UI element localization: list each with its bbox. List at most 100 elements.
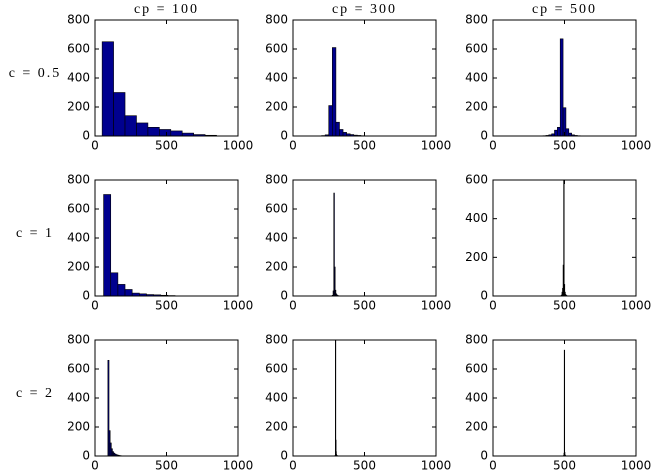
bar <box>562 107 567 136</box>
x-tick-label: 0 <box>489 139 497 153</box>
x-tick-label: 1000 <box>621 139 652 153</box>
x-tick-label: 1000 <box>223 139 254 153</box>
axes-frame <box>94 339 239 457</box>
bar <box>170 130 183 136</box>
y-tick-label: 200 <box>465 250 488 264</box>
bar <box>136 122 149 136</box>
bar <box>124 115 137 136</box>
x-tick-label: 1000 <box>621 299 652 313</box>
bar <box>101 41 114 136</box>
x-tick-label: 0 <box>289 459 297 473</box>
bar <box>557 127 561 136</box>
bar <box>159 129 172 136</box>
subplot: 0 500 1000 0 200 400 600 800 cp = 100 c = 0.5 <box>9 2 254 152</box>
bar <box>335 340 337 456</box>
y-tick-label: 0 <box>82 129 90 143</box>
y-tick-label: 600 <box>465 173 488 187</box>
y-tick-label: 800 <box>265 333 288 347</box>
bar <box>147 127 160 136</box>
x-tick-label: 500 <box>353 299 376 313</box>
y-tick-label: 800 <box>67 13 90 27</box>
subplot: 0 500 1000 0 200 400 600 800 <box>265 333 451 473</box>
y-tick-label: 0 <box>280 129 288 143</box>
y-tick-label: 200 <box>67 420 90 434</box>
y-tick-label: 0 <box>82 449 90 463</box>
y-tick-label: 800 <box>465 333 488 347</box>
axes-frame <box>292 19 437 137</box>
bar <box>103 194 112 296</box>
row-label: c = 1 <box>16 226 54 241</box>
y-tick-label: 200 <box>265 420 288 434</box>
y-tick-label: 200 <box>265 260 288 274</box>
x-tick-label: 1000 <box>421 139 452 153</box>
y-tick-label: 0 <box>480 129 488 143</box>
y-tick-label: 400 <box>265 391 288 405</box>
y-tick-label: 800 <box>265 173 288 187</box>
subplot: 0 500 1000 0 200 400 600 800 cp = 300 <box>265 2 451 152</box>
x-tick-label: 1000 <box>421 299 452 313</box>
y-tick-label: 0 <box>280 289 288 303</box>
y-tick-label: 600 <box>265 42 288 56</box>
bar <box>554 129 558 136</box>
y-tick-label: 200 <box>265 100 288 114</box>
y-tick-label: 800 <box>67 333 90 347</box>
x-tick-label: 500 <box>553 139 576 153</box>
y-tick-label: 600 <box>67 202 90 216</box>
subplot-title: cp = 100 <box>134 2 199 17</box>
subplot: 0 500 1000 0 200 400 600 800 cp = 500 <box>465 2 651 152</box>
y-tick-label: 400 <box>67 71 90 85</box>
y-tick-label: 600 <box>465 42 488 56</box>
x-tick-label: 0 <box>489 299 497 313</box>
subplot: 0 500 1000 0 200 400 600 800 <box>465 333 651 473</box>
y-tick-label: 200 <box>67 100 90 114</box>
bar <box>113 92 126 136</box>
axes-frame <box>292 179 437 297</box>
y-tick-label: 400 <box>265 71 288 85</box>
x-tick-label: 0 <box>289 299 297 313</box>
x-tick-label: 500 <box>353 139 376 153</box>
bar <box>565 128 570 136</box>
subplot: 0 500 1000 0 200 400 600 800 <box>265 173 451 313</box>
y-tick-label: 400 <box>67 231 90 245</box>
bar <box>124 289 133 296</box>
y-tick-label: 400 <box>465 211 488 225</box>
axes-frame <box>292 339 437 457</box>
bar <box>328 105 333 136</box>
x-tick-label: 1000 <box>223 299 254 313</box>
x-tick-label: 500 <box>553 459 576 473</box>
bar <box>559 38 564 136</box>
bar <box>339 129 344 136</box>
x-tick-label: 0 <box>289 139 297 153</box>
subplot-title: cp = 500 <box>532 2 597 17</box>
y-tick-label: 600 <box>67 362 90 376</box>
x-tick-label: 0 <box>489 459 497 473</box>
y-tick-label: 0 <box>82 289 90 303</box>
y-tick-label: 400 <box>465 391 488 405</box>
subplot: 0 500 1000 0 200 400 600 800 c = 1 <box>16 173 253 313</box>
bar <box>334 289 337 296</box>
y-tick-label: 400 <box>67 391 90 405</box>
subplot: 0 500 1000 0 200 400 600 <box>465 173 651 313</box>
y-tick-label: 600 <box>67 42 90 56</box>
bar <box>563 349 566 456</box>
bar <box>117 284 126 296</box>
y-tick-label: 800 <box>265 13 288 27</box>
bar <box>332 47 337 136</box>
x-tick-label: 0 <box>91 459 99 473</box>
row-label: c = 2 <box>16 386 54 401</box>
x-tick-label: 500 <box>155 299 178 313</box>
y-tick-label: 400 <box>465 71 488 85</box>
bar <box>110 272 119 296</box>
x-tick-label: 1000 <box>621 459 652 473</box>
row-label: c = 0.5 <box>9 66 62 81</box>
x-tick-label: 1000 <box>223 459 254 473</box>
y-tick-label: 200 <box>465 420 488 434</box>
y-tick-label: 0 <box>480 449 488 463</box>
y-tick-label: 600 <box>265 202 288 216</box>
y-tick-label: 0 <box>480 289 488 303</box>
x-tick-label: 500 <box>155 139 178 153</box>
bar <box>333 192 335 296</box>
y-tick-label: 800 <box>465 13 488 27</box>
y-tick-label: 800 <box>67 173 90 187</box>
